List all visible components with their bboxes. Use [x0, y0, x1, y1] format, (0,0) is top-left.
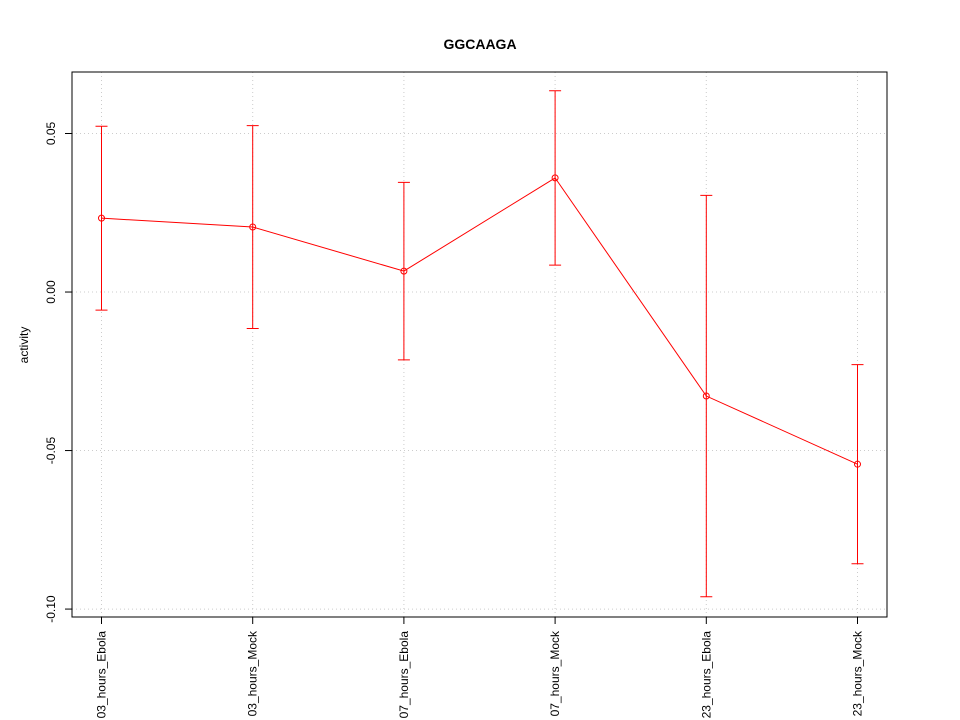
- chart-title: GGCAAGA: [443, 36, 516, 52]
- data-point: [551, 174, 559, 182]
- data-point: [702, 392, 710, 400]
- data-point: [854, 460, 861, 468]
- x-tick-label: 23_hours_Mock: [851, 630, 865, 716]
- x-tick-label: 23_hours_Ebola: [699, 631, 713, 719]
- data-point: [400, 267, 408, 275]
- error-bar: [246, 125, 259, 329]
- error-bar: [95, 125, 108, 311]
- y-tick-label: -0.05: [44, 437, 58, 465]
- error-bar: [700, 194, 713, 598]
- y-tick-label: 0.05: [44, 122, 58, 146]
- x-tick-label: 03_hours_Mock: [246, 630, 260, 716]
- plot-frame: [71, 71, 888, 618]
- data-point: [98, 214, 105, 222]
- data-point: [249, 223, 257, 231]
- y-tick-label: 0.00: [44, 280, 58, 304]
- x-tick-label: 07_hours_Mock: [548, 630, 562, 716]
- data-line: [101, 177, 858, 465]
- error-bar: [851, 364, 864, 565]
- x-tick-label: 07_hours_Ebola: [397, 631, 411, 719]
- x-tick-label: 03_hours_Ebola: [95, 631, 109, 719]
- y-tick-label: -0.10: [44, 595, 58, 623]
- y-axis-label: activity: [17, 327, 31, 364]
- error-bar: [549, 90, 562, 266]
- error-bar: [397, 181, 410, 361]
